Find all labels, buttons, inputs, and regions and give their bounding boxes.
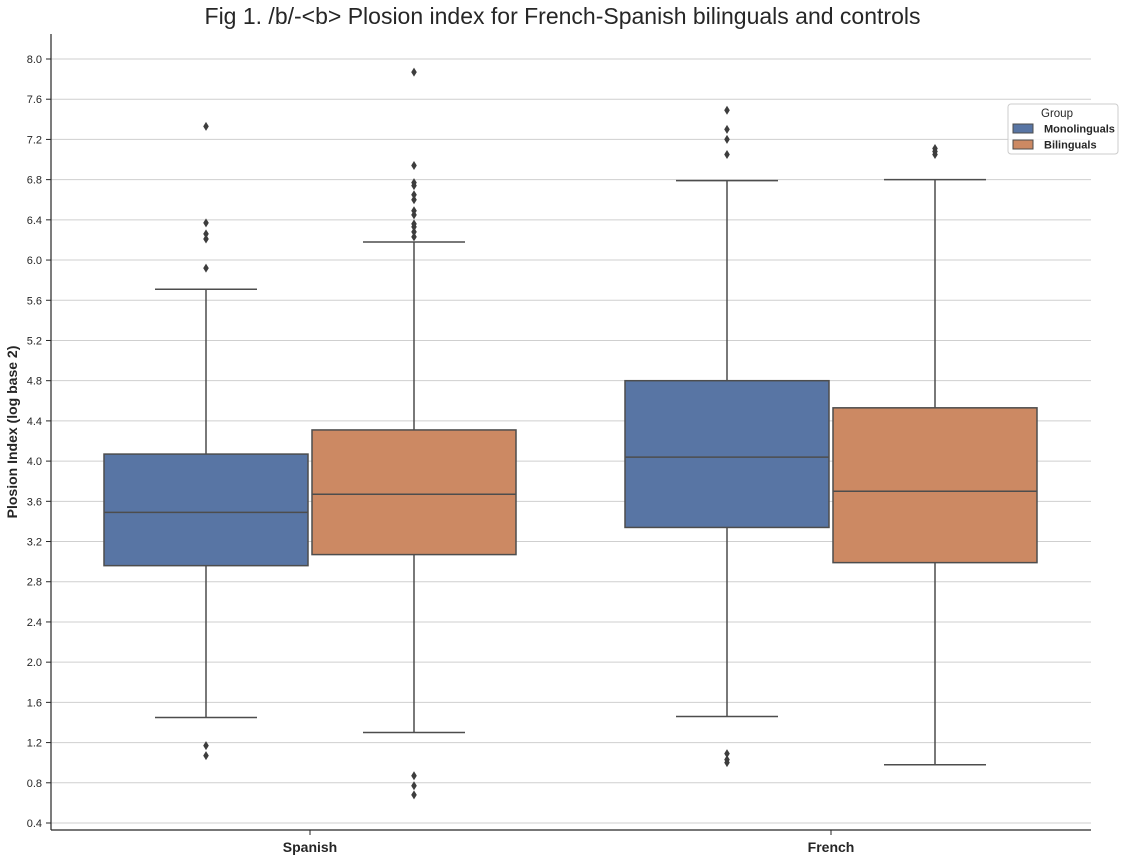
y-tick-label: 6.8 [27, 175, 42, 187]
y-tick-label: 7.2 [27, 134, 42, 146]
outlier-point [411, 178, 417, 188]
legend-swatch [1012, 139, 1034, 150]
y-tick-label: 8.0 [27, 54, 42, 66]
y-tick-label: 1.2 [27, 738, 42, 750]
outlier-point [724, 749, 730, 759]
x-axis-categories: Spanish French [283, 830, 855, 855]
y-tick-label: 4.4 [27, 416, 42, 428]
legend-items: Monolinguals Bilinguals [1012, 123, 1115, 152]
outlier-point [724, 755, 730, 765]
outlier-point [724, 150, 730, 159]
y-tick-label: 1.6 [27, 697, 42, 709]
y-tick-label: 2.0 [27, 657, 42, 669]
outlier-point [411, 206, 417, 216]
outlier-point [411, 232, 417, 242]
outlier-point [411, 771, 417, 781]
outlier-point [411, 161, 417, 171]
axes [50, 34, 1091, 831]
outlier-point [203, 229, 209, 239]
y-axis-label: Plosion Index (log base 2) [4, 346, 20, 519]
box-iqr [624, 379, 830, 529]
y-tick-label: 2.8 [27, 577, 42, 589]
y-tick-label: 6.0 [27, 255, 42, 267]
y-tick-label: 5.2 [27, 335, 42, 347]
legend-frame [1007, 103, 1119, 155]
outlier-point [411, 190, 417, 200]
outlier-point [411, 790, 417, 800]
legend-label: Monolinguals [1044, 124, 1115, 136]
y-tick-label: 5.6 [27, 295, 42, 307]
y-tick-label: 3.6 [27, 496, 42, 508]
y-tick-label: 4.8 [27, 376, 42, 388]
outlier-point [411, 219, 417, 229]
outlier-point [203, 218, 209, 228]
box-plots [103, 67, 1038, 800]
outlier-point [203, 263, 209, 273]
outlier-point [724, 134, 730, 144]
outlier-point [724, 105, 730, 115]
outlier-point [411, 781, 417, 791]
outlier-point [203, 234, 209, 244]
y-axis-ticks: 0.4 0.8 1.2 1.6 2.0 2.4 2.8 3.2 3.6 4.0 4.4 4.8 5.2 5… [27, 54, 51, 830]
legend-swatch [1012, 123, 1034, 134]
y-tick-label: 7.6 [27, 94, 42, 106]
chart-title: Fig 1. /b/-<b> Plosion index for French-… [204, 3, 921, 29]
legend-label: Bilinguals [1044, 140, 1097, 152]
x-category-label: French [808, 839, 855, 855]
box-iqr [103, 453, 309, 567]
outlier-point [203, 741, 209, 751]
box-iqr [832, 407, 1038, 564]
box-bilinguals-french [832, 143, 1038, 766]
outlier-point [932, 143, 938, 153]
box-monolinguals-spanish [103, 121, 309, 761]
y-tick-label: 0.4 [27, 818, 42, 830]
outlier-point [411, 195, 417, 205]
y-tick-label: 2.4 [27, 617, 42, 629]
y-tick-label: 0.8 [27, 778, 42, 790]
legend: Group Monolinguals Bilinguals [1007, 103, 1119, 155]
outlier-point [411, 67, 417, 77]
box-monolinguals-french [624, 105, 830, 768]
box-bilinguals-spanish [311, 67, 517, 800]
y-tick-label: 3.2 [27, 537, 42, 549]
outlier-point [724, 124, 730, 134]
box-iqr [311, 429, 517, 556]
outlier-point [203, 121, 209, 131]
legend-title: Group [1041, 108, 1073, 120]
outlier-point [411, 227, 417, 237]
y-tick-label: 6.4 [27, 215, 42, 227]
outlier-point [203, 751, 209, 761]
x-category-label: Spanish [283, 839, 337, 855]
y-tick-label: 4.0 [27, 456, 42, 468]
